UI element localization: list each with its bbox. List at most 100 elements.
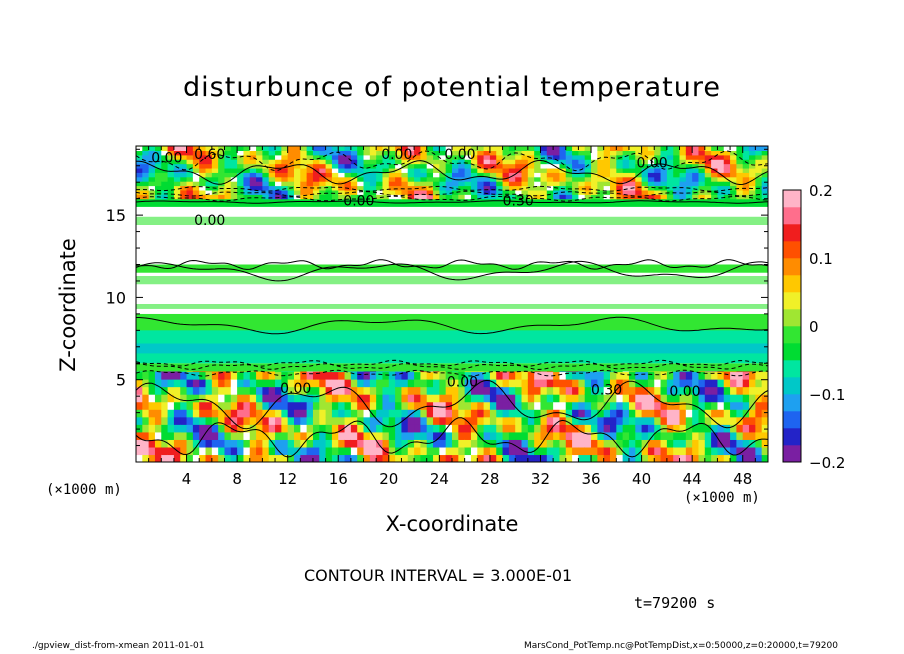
- field-cell: [464, 167, 472, 173]
- field-cell: [205, 394, 213, 403]
- field-cell: [464, 431, 472, 440]
- field-cell: [553, 446, 561, 456]
- field-cell: [628, 154, 636, 160]
- field-cell: [249, 167, 257, 173]
- field-cell: [401, 439, 409, 448]
- field-cell: [749, 416, 756, 425]
- field-cell: [553, 189, 561, 195]
- field-cell: [306, 154, 314, 160]
- field-cell: [635, 416, 643, 425]
- field-cell: [382, 189, 390, 195]
- field-cell: [218, 446, 226, 456]
- field-cell: [350, 386, 358, 395]
- field-cell: [483, 439, 491, 448]
- field-cell: [647, 446, 655, 456]
- field-cell: [426, 189, 434, 195]
- field-cell: [483, 409, 491, 418]
- field-cell: [376, 416, 384, 425]
- field-cell: [704, 431, 712, 440]
- field-cell: [673, 185, 681, 191]
- field-cell: [306, 172, 314, 178]
- field-cell: [439, 167, 447, 173]
- field-cell: [369, 371, 377, 380]
- field-cell: [154, 172, 162, 178]
- field-cell: [230, 146, 238, 151]
- field-cell: [173, 416, 181, 425]
- field-cell: [527, 194, 535, 200]
- field-cell: [508, 176, 516, 182]
- field-cell: [218, 416, 226, 425]
- field-cell: [685, 176, 693, 182]
- field-cell: [167, 167, 175, 173]
- field-cell: [224, 150, 232, 156]
- field-cell: [527, 150, 535, 156]
- field-cell: [312, 185, 320, 191]
- field-cell: [761, 431, 768, 440]
- field-cell: [350, 454, 358, 462]
- field-cell: [154, 146, 162, 151]
- field-cell: [603, 167, 611, 173]
- field-cell: [458, 159, 466, 165]
- field-cell: [262, 181, 270, 187]
- field-cell: [256, 146, 263, 151]
- field-cell: [496, 181, 504, 187]
- field-cell: [382, 172, 390, 178]
- field-cell: [692, 424, 700, 433]
- field-cell: [154, 394, 162, 403]
- x-tick-label: 20: [379, 470, 398, 488]
- field-cell: [173, 172, 181, 178]
- field-cell: [167, 150, 175, 156]
- field-cell: [388, 176, 396, 182]
- field-cell: [584, 176, 592, 182]
- contour-label: 0.00: [280, 381, 311, 397]
- field-cell: [262, 194, 270, 200]
- field-cell: [306, 150, 314, 156]
- field-cell: [698, 454, 706, 462]
- field-cell: [300, 163, 308, 169]
- field-cell: [382, 446, 390, 456]
- field-cell: [192, 146, 200, 151]
- field-cell: [230, 163, 238, 169]
- field-cell: [610, 409, 617, 418]
- field-cell: [660, 446, 668, 456]
- field-cell: [350, 439, 358, 448]
- field-cell: [565, 189, 573, 195]
- field-cell: [452, 146, 459, 151]
- field-cell: [414, 163, 421, 169]
- field-cell: [565, 167, 573, 173]
- field-cell: [388, 401, 396, 410]
- field-cell: [357, 154, 365, 160]
- field-cell: [319, 146, 327, 151]
- field-cell: [249, 194, 257, 200]
- field-cell: [553, 416, 561, 425]
- field-cell: [401, 371, 409, 380]
- field-cell: [711, 371, 719, 380]
- field-cell: [540, 401, 548, 410]
- field-cell: [717, 194, 725, 200]
- field-cell: [287, 189, 295, 195]
- field-cell: [616, 371, 624, 380]
- field-cell: [331, 163, 339, 169]
- field-cell: [477, 401, 485, 410]
- field-cell: [496, 401, 504, 410]
- field-cell: [433, 163, 440, 169]
- field-cell: [502, 409, 510, 418]
- field-cell: [685, 401, 693, 410]
- field-cell: [496, 446, 504, 456]
- field-cell: [186, 167, 194, 173]
- field-cell: [401, 394, 409, 403]
- field-cell: [300, 379, 308, 388]
- field-cell: [294, 386, 301, 395]
- field-cell: [186, 416, 194, 425]
- field-cell: [148, 185, 156, 191]
- field-cell: [306, 454, 314, 462]
- field-cell: [749, 424, 756, 433]
- field-cell: [717, 416, 725, 425]
- field-cell: [369, 194, 377, 200]
- field-cell: [376, 401, 384, 410]
- field-cell: [654, 150, 662, 156]
- contour-line: [136, 417, 768, 458]
- field-cell: [249, 409, 257, 418]
- field-cell: [654, 176, 662, 182]
